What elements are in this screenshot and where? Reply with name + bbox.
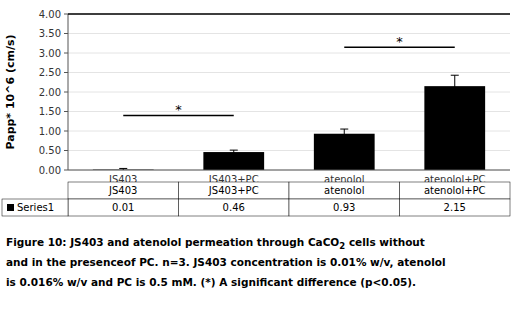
tick-label: 3.50 bbox=[39, 28, 61, 39]
bar bbox=[203, 152, 264, 170]
x-axis bbox=[68, 170, 510, 171]
table-header: atenolol+PC bbox=[424, 185, 486, 196]
tick-mark bbox=[64, 131, 68, 132]
table-value: 0.93 bbox=[333, 202, 355, 213]
tick-label: 3.00 bbox=[39, 48, 61, 59]
tick-mark bbox=[64, 53, 68, 54]
table-cell bbox=[179, 182, 290, 199]
table-value: 0.46 bbox=[223, 202, 245, 213]
tick-mark bbox=[64, 92, 68, 93]
table-value: 2.15 bbox=[444, 202, 466, 213]
table-header: atenolol bbox=[324, 185, 364, 196]
tick-mark bbox=[64, 111, 68, 112]
tick-mark bbox=[64, 14, 68, 15]
table-swatch bbox=[7, 204, 14, 211]
y-axis bbox=[68, 14, 69, 170]
tick-label: 1.00 bbox=[39, 126, 61, 137]
grid-line bbox=[68, 33, 510, 34]
bar bbox=[314, 134, 375, 170]
table-cell bbox=[289, 199, 400, 216]
grid-line bbox=[68, 170, 510, 171]
error-bar bbox=[451, 75, 459, 97]
tick-label: 2.00 bbox=[39, 87, 61, 98]
table-cell bbox=[179, 199, 290, 216]
significance-star: * bbox=[175, 102, 182, 117]
bar bbox=[424, 86, 485, 170]
tick-mark bbox=[64, 170, 68, 171]
grid-line bbox=[68, 14, 510, 15]
tick-mark bbox=[64, 72, 68, 73]
grid-line bbox=[68, 72, 510, 73]
error-bar bbox=[340, 129, 348, 138]
table-cell bbox=[68, 199, 179, 216]
caption: and in the presenceof PC. n=3. JS403 con… bbox=[6, 256, 446, 268]
tick-label: 1.50 bbox=[39, 106, 61, 117]
axis-label: Papp* 10^6 (cm/s) bbox=[4, 34, 17, 149]
table-cell bbox=[400, 182, 511, 199]
significance-star: * bbox=[396, 34, 403, 49]
error-bar bbox=[230, 150, 238, 154]
table-row-label: Series1 bbox=[17, 202, 54, 213]
chart: 0.00 0.50 1.00 1.50 2.00 2.50 3.00 3.50 4.00 Papp… bbox=[0, 0, 521, 335]
table-cell bbox=[289, 182, 400, 199]
top-rule bbox=[68, 13, 510, 15]
table-header: JS403 bbox=[108, 185, 137, 196]
caption-text: Figure 10: JS403 and atenolol permeation… bbox=[6, 236, 339, 248]
caption: is 0.016% w/v and PC is 0.5 mM. (*) A si… bbox=[6, 276, 416, 288]
tick-label: 0.50 bbox=[39, 145, 61, 156]
table-cell bbox=[68, 182, 179, 199]
tick-label: 4.00 bbox=[39, 9, 61, 20]
tick-label: 2.50 bbox=[39, 67, 61, 78]
table-cell bbox=[2, 199, 68, 216]
table-cell bbox=[400, 199, 511, 216]
plot-area bbox=[93, 47, 485, 170]
table-value: 0.01 bbox=[112, 202, 134, 213]
tick-label: 0.00 bbox=[39, 165, 61, 176]
tick-mark bbox=[64, 150, 68, 151]
tick-mark bbox=[64, 33, 68, 34]
table-header: JS403+PC bbox=[208, 185, 259, 196]
caption: Figure 10: JS403 and atenolol permeation… bbox=[6, 236, 425, 251]
grid-line bbox=[68, 53, 510, 54]
caption-text: cells without bbox=[345, 236, 425, 248]
